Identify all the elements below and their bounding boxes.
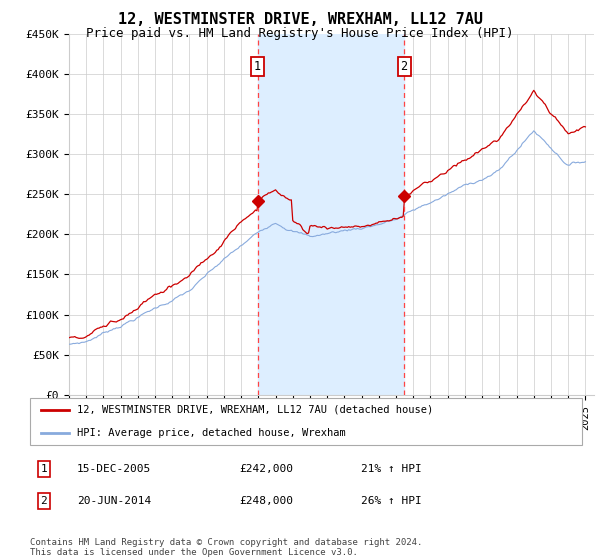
Text: 2: 2 — [401, 59, 408, 73]
Text: 15-DEC-2005: 15-DEC-2005 — [77, 464, 151, 474]
Text: 12, WESTMINSTER DRIVE, WREXHAM, LL12 7AU: 12, WESTMINSTER DRIVE, WREXHAM, LL12 7AU — [118, 12, 482, 27]
Text: 1: 1 — [40, 464, 47, 474]
Text: 20-JUN-2014: 20-JUN-2014 — [77, 496, 151, 506]
Text: 1: 1 — [254, 59, 261, 73]
Text: £242,000: £242,000 — [240, 464, 294, 474]
Text: 12, WESTMINSTER DRIVE, WREXHAM, LL12 7AU (detached house): 12, WESTMINSTER DRIVE, WREXHAM, LL12 7AU… — [77, 404, 433, 414]
Bar — [257, 34, 404, 395]
Text: HPI: Average price, detached house, Wrexham: HPI: Average price, detached house, Wrex… — [77, 428, 346, 438]
FancyBboxPatch shape — [30, 398, 582, 445]
Text: Contains HM Land Registry data © Crown copyright and database right 2024.
This d: Contains HM Land Registry data © Crown c… — [30, 538, 422, 557]
Text: 2: 2 — [40, 496, 47, 506]
Text: 26% ↑ HPI: 26% ↑ HPI — [361, 496, 422, 506]
Text: Price paid vs. HM Land Registry's House Price Index (HPI): Price paid vs. HM Land Registry's House … — [86, 27, 514, 40]
Text: £248,000: £248,000 — [240, 496, 294, 506]
Text: 21% ↑ HPI: 21% ↑ HPI — [361, 464, 422, 474]
